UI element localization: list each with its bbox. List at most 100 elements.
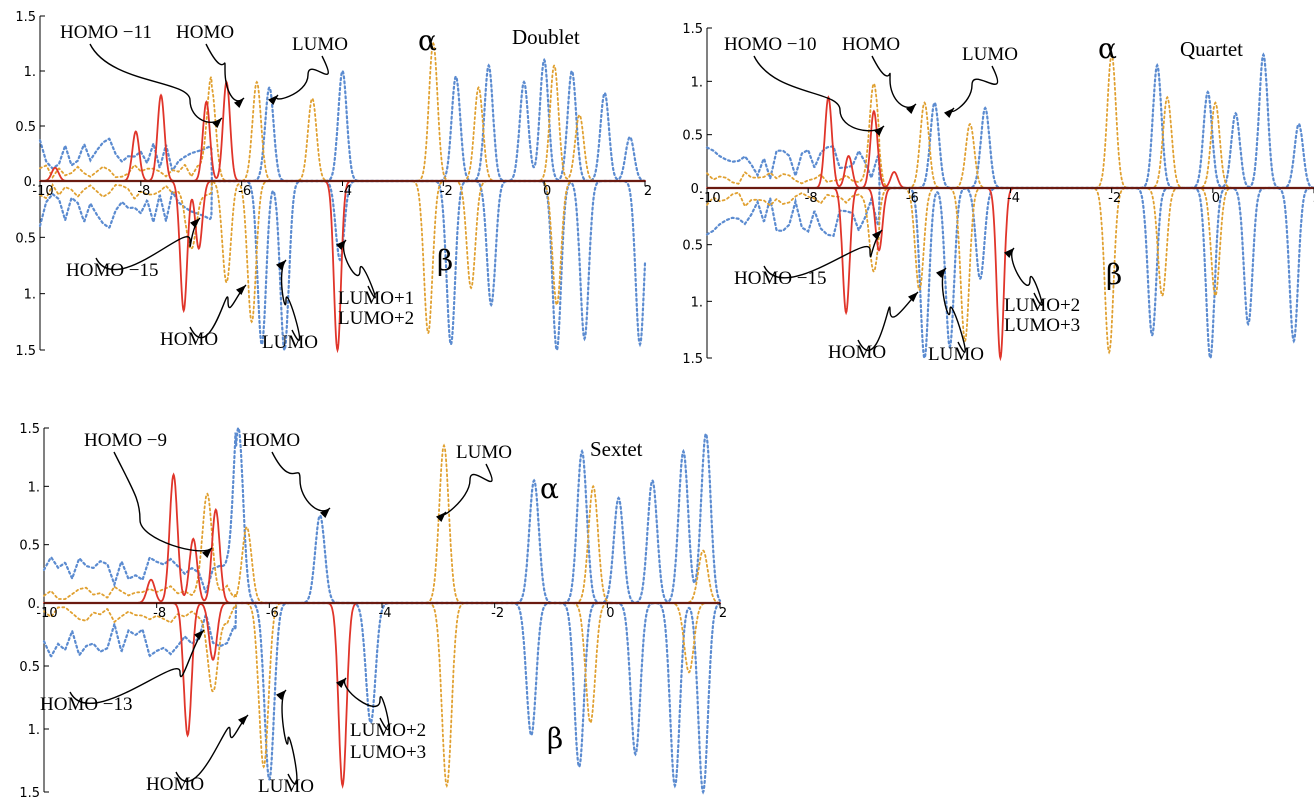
y-tick-label: 1. [28, 723, 40, 738]
annotation-arrow [443, 463, 493, 515]
orbital-annotation: LUMO+2 [350, 720, 426, 741]
arrow-head [194, 630, 204, 640]
y-tick-label: 0.5 [682, 239, 703, 254]
x-tick-label: 0 [606, 606, 614, 621]
orbital-annotation: HOMO [828, 342, 886, 363]
orbital-annotation: LUMO+3 [1004, 315, 1080, 336]
orbital-annotation: HOMO −10 [724, 34, 817, 55]
annotation-arrow [189, 284, 247, 338]
metal-dos-alpha-curve [706, 95, 1314, 189]
arrow-head [276, 260, 286, 270]
dos-panel-doublet: 1.5 1. 0.5 0. 0.5 1. 1.5 -10 -8 -6 -4 -2 0 2 Doublet α β… [15, 10, 652, 359]
orbital-annotation: HOMO [842, 34, 900, 55]
x-tick-label: -6 [238, 184, 251, 199]
beta-spin-label: β [437, 244, 453, 277]
dos-panel-quartet: 1.5 1. 0.5 0. 0.5 1. 1.5 -10 -8 -6 -4 -2 0 2 Quartet α β… [682, 22, 1314, 367]
orbital-annotation: LUMO [456, 442, 512, 463]
arrow-head [336, 240, 346, 250]
panel-title: Sextet [590, 437, 643, 461]
y-tick-label: 0. [24, 175, 36, 190]
annotation-arrow [275, 55, 329, 100]
orbital-annotation: LUMO+3 [350, 742, 426, 763]
orbital-annotation: LUMO [262, 332, 318, 353]
annotation-arrow [763, 229, 883, 279]
dos-panel-sextet: 1.5 1. 0.5 0. 0.5 1. 1.5 -10 -8 -6 -4 -2 0 2 Sextet α β H… [19, 422, 727, 798]
arrow-head [212, 118, 222, 128]
y-tick-label: 1.5 [682, 22, 703, 37]
annotation-arrow [205, 43, 245, 102]
y-tick-label: 1.5 [19, 422, 40, 437]
annotation-arrow [343, 677, 390, 731]
x-tick-label: -6 [266, 606, 279, 621]
annotation-arrow [280, 259, 301, 341]
panel-title: Doublet [512, 25, 580, 49]
beta-spin-label: β [1106, 258, 1122, 291]
annotation-arrow [857, 291, 919, 351]
annotation-arrow [1011, 247, 1043, 306]
x-tick-label: -8 [137, 184, 150, 199]
panel-title: Quartet [1180, 37, 1243, 61]
y-tick-label: 0.5 [15, 231, 36, 246]
annotation-arrow [89, 43, 223, 123]
y-tick-label: 1. [691, 75, 703, 90]
alpha-spin-label: α [540, 472, 559, 505]
x-tick-label: -8 [805, 191, 818, 206]
arrow-head [320, 508, 330, 518]
annotation-arrow [951, 65, 999, 113]
arrow-head [276, 690, 286, 700]
y-tick-label: 1. [691, 295, 703, 310]
arrow-head [234, 98, 244, 108]
arrow-head [268, 95, 278, 105]
annotation-arrow [69, 629, 205, 705]
annotation-arrow [871, 55, 917, 108]
x-tick-label: 0 [1212, 191, 1220, 206]
y-tick-label: 1.5 [682, 352, 703, 367]
y-tick-label: 1.5 [15, 344, 36, 359]
annotation-arrow [941, 267, 966, 353]
orbital-annotation: HOMO −13 [40, 694, 133, 715]
y-tick-label: 0. [28, 597, 40, 612]
arrow-head [874, 126, 884, 136]
annotation-arrow [113, 451, 213, 552]
annotation-arrow [281, 689, 298, 785]
orbital-annotation: LUMO+2 [338, 308, 414, 329]
y-tick-label: 0.5 [19, 660, 40, 675]
x-tick-label: -10 [699, 191, 720, 206]
y-tick-label: 1. [24, 65, 36, 80]
arrow-head [944, 108, 954, 118]
orbital-annotation: HOMO [176, 22, 234, 43]
orbital-annotation: LUMO+1 [338, 288, 414, 309]
metal-dos-alpha-curve [43, 472, 721, 604]
x-tick-label: -6 [906, 191, 919, 206]
y-tick-label: 0.5 [682, 129, 703, 144]
orbital-annotation: HOMO −9 [84, 430, 167, 451]
arrow-head [936, 268, 946, 278]
y-tick-label: 0.5 [19, 539, 40, 554]
arrow-head [908, 292, 918, 302]
x-tick-label: -2 [1108, 191, 1121, 206]
y-tick-label: 1.5 [19, 786, 40, 798]
x-tick-label: -2 [440, 184, 453, 199]
y-tick-label: 1. [24, 288, 36, 303]
orbital-annotation: HOMO −15 [734, 268, 827, 289]
beta-spin-label: β [547, 722, 563, 755]
y-tick-label: 0. [691, 182, 703, 197]
annotation-arrow [95, 217, 201, 271]
x-tick-label: -4 [379, 606, 392, 621]
alpha-spin-label: α [1098, 32, 1117, 65]
x-tick-label: 2 [719, 606, 727, 621]
y-tick-label: 1.5 [15, 10, 36, 25]
y-tick-label: 0.5 [15, 120, 36, 135]
arrow-head [436, 512, 446, 522]
annotation-arrow [343, 239, 376, 299]
orbital-annotation: HOMO −15 [66, 260, 159, 281]
x-tick-label: -2 [491, 606, 504, 621]
arrow-head [190, 218, 200, 228]
y-tick-label: 1. [28, 480, 40, 495]
x-tick-label: -10 [32, 184, 53, 199]
arrow-head [238, 715, 248, 725]
annotation-arrow [753, 55, 885, 132]
orbital-annotation: LUMO [928, 344, 984, 365]
annotation-arrow [175, 714, 249, 782]
